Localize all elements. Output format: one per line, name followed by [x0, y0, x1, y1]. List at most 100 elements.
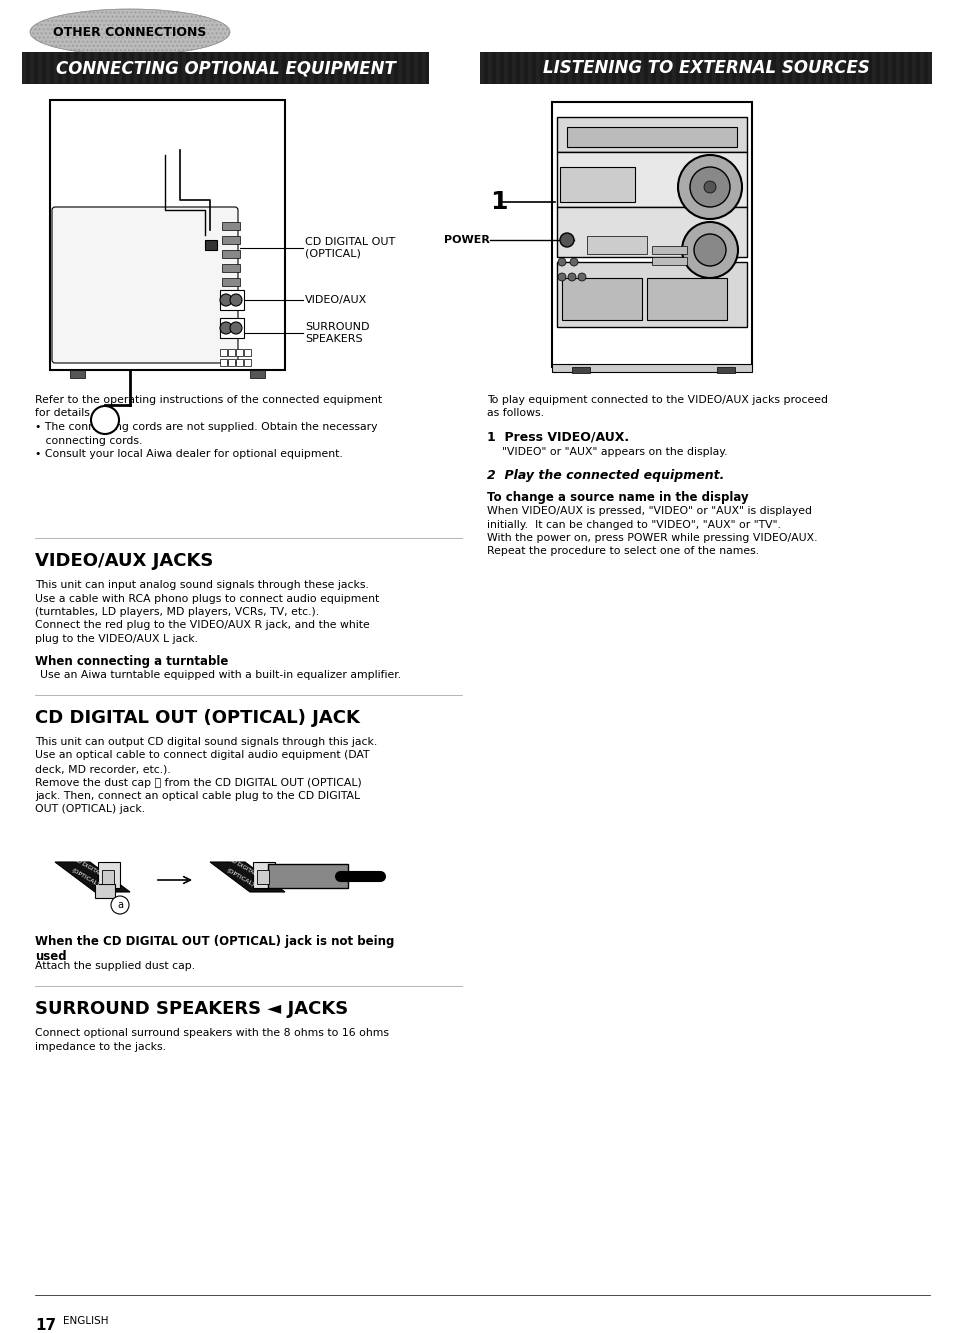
Bar: [552, 103, 751, 367]
Text: (OPTICAL): (OPTICAL): [225, 868, 254, 888]
Bar: [717, 367, 734, 373]
Bar: [414, 52, 417, 84]
Bar: [592, 52, 596, 84]
Bar: [250, 371, 265, 379]
Text: 17: 17: [35, 1318, 56, 1333]
Bar: [350, 52, 354, 84]
Bar: [222, 52, 226, 84]
Bar: [220, 349, 227, 356]
Bar: [919, 52, 923, 84]
Bar: [751, 52, 755, 84]
Bar: [743, 52, 747, 84]
Bar: [406, 52, 410, 84]
Bar: [253, 52, 257, 84]
Bar: [679, 52, 683, 84]
Bar: [639, 52, 643, 84]
Text: 1  Press VIDEO/AUX.: 1 Press VIDEO/AUX.: [486, 431, 628, 443]
Bar: [557, 207, 746, 257]
Text: CD DIGITAL Ol: CD DIGITAL Ol: [227, 856, 263, 880]
Bar: [607, 52, 612, 84]
Circle shape: [567, 273, 576, 281]
Bar: [647, 52, 651, 84]
Bar: [213, 52, 218, 84]
Bar: [879, 52, 883, 84]
Bar: [559, 167, 635, 203]
Bar: [326, 52, 330, 84]
Bar: [687, 52, 691, 84]
Bar: [198, 52, 202, 84]
Bar: [50, 100, 285, 371]
Bar: [126, 52, 130, 84]
Bar: [341, 52, 346, 84]
Bar: [235, 349, 243, 356]
Text: initially.  It can be changed to "VIDEO", "AUX" or "TV".: initially. It can be changed to "VIDEO",…: [486, 520, 781, 529]
Bar: [421, 52, 426, 84]
Bar: [158, 52, 162, 84]
Text: as follows.: as follows.: [486, 408, 543, 419]
Bar: [222, 251, 240, 259]
Text: Use an Aiwa turntable equipped with a built-in equalizer amplifier.: Use an Aiwa turntable equipped with a bu…: [40, 669, 400, 680]
Bar: [887, 52, 891, 84]
Bar: [783, 52, 787, 84]
Bar: [863, 52, 867, 84]
Bar: [310, 52, 314, 84]
Bar: [895, 52, 899, 84]
Text: This unit can input analog sound signals through these jacks.: This unit can input analog sound signals…: [35, 580, 369, 591]
Bar: [222, 279, 240, 287]
Text: CONNECTING OPTIONAL EQUIPMENT: CONNECTING OPTIONAL EQUIPMENT: [55, 59, 395, 77]
Bar: [800, 52, 803, 84]
Bar: [220, 291, 244, 311]
Bar: [142, 52, 146, 84]
Text: deck, MD recorder, etc.).: deck, MD recorder, etc.).: [35, 764, 171, 774]
Bar: [552, 52, 556, 84]
Circle shape: [230, 323, 242, 335]
Bar: [244, 349, 251, 356]
Circle shape: [230, 295, 242, 307]
Bar: [317, 52, 322, 84]
Text: To play equipment connected to the VIDEO/AUX jacks proceed: To play equipment connected to the VIDEO…: [486, 395, 827, 405]
Text: (turntables, LD players, MD players, VCRs, TV, etc.).: (turntables, LD players, MD players, VCR…: [35, 607, 319, 617]
Circle shape: [558, 273, 565, 281]
Text: POWER: POWER: [444, 235, 490, 245]
Bar: [815, 52, 820, 84]
Text: Attach the supplied dust cap.: Attach the supplied dust cap.: [35, 961, 195, 970]
Bar: [220, 319, 244, 339]
Bar: [767, 52, 771, 84]
Bar: [791, 52, 795, 84]
Bar: [503, 52, 507, 84]
Bar: [656, 52, 659, 84]
Bar: [840, 52, 843, 84]
Bar: [237, 52, 242, 84]
Bar: [390, 52, 394, 84]
Bar: [559, 52, 563, 84]
Bar: [583, 52, 587, 84]
Bar: [703, 52, 707, 84]
Text: When VIDEO/AUX is pressed, "VIDEO" or "AUX" is displayed: When VIDEO/AUX is pressed, "VIDEO" or "A…: [486, 507, 811, 516]
Text: (OPTICAL): (OPTICAL): [71, 868, 100, 888]
Bar: [166, 52, 170, 84]
Bar: [566, 127, 737, 147]
Bar: [334, 52, 337, 84]
Circle shape: [703, 181, 716, 193]
Bar: [256, 870, 269, 884]
Bar: [631, 52, 636, 84]
Text: Remove the dust cap Ⓐ from the CD DIGITAL OUT (OPTICAL): Remove the dust cap Ⓐ from the CD DIGITA…: [35, 777, 361, 788]
Bar: [727, 52, 731, 84]
Bar: [479, 52, 483, 84]
Text: for details.: for details.: [35, 408, 93, 419]
Bar: [397, 52, 401, 84]
FancyBboxPatch shape: [52, 207, 237, 363]
Bar: [479, 52, 931, 84]
Bar: [663, 52, 667, 84]
Bar: [557, 263, 746, 327]
Bar: [222, 236, 240, 244]
Bar: [54, 52, 58, 84]
Circle shape: [678, 155, 741, 219]
Bar: [903, 52, 907, 84]
Circle shape: [693, 235, 725, 267]
Text: CD DIGITAL OUT
(OPTICAL): CD DIGITAL OUT (OPTICAL): [305, 237, 395, 259]
Circle shape: [569, 259, 578, 267]
Text: a: a: [117, 900, 123, 910]
Text: Connect the red plug to the VIDEO/AUX R jack, and the white: Connect the red plug to the VIDEO/AUX R …: [35, 620, 370, 631]
Bar: [190, 52, 193, 84]
